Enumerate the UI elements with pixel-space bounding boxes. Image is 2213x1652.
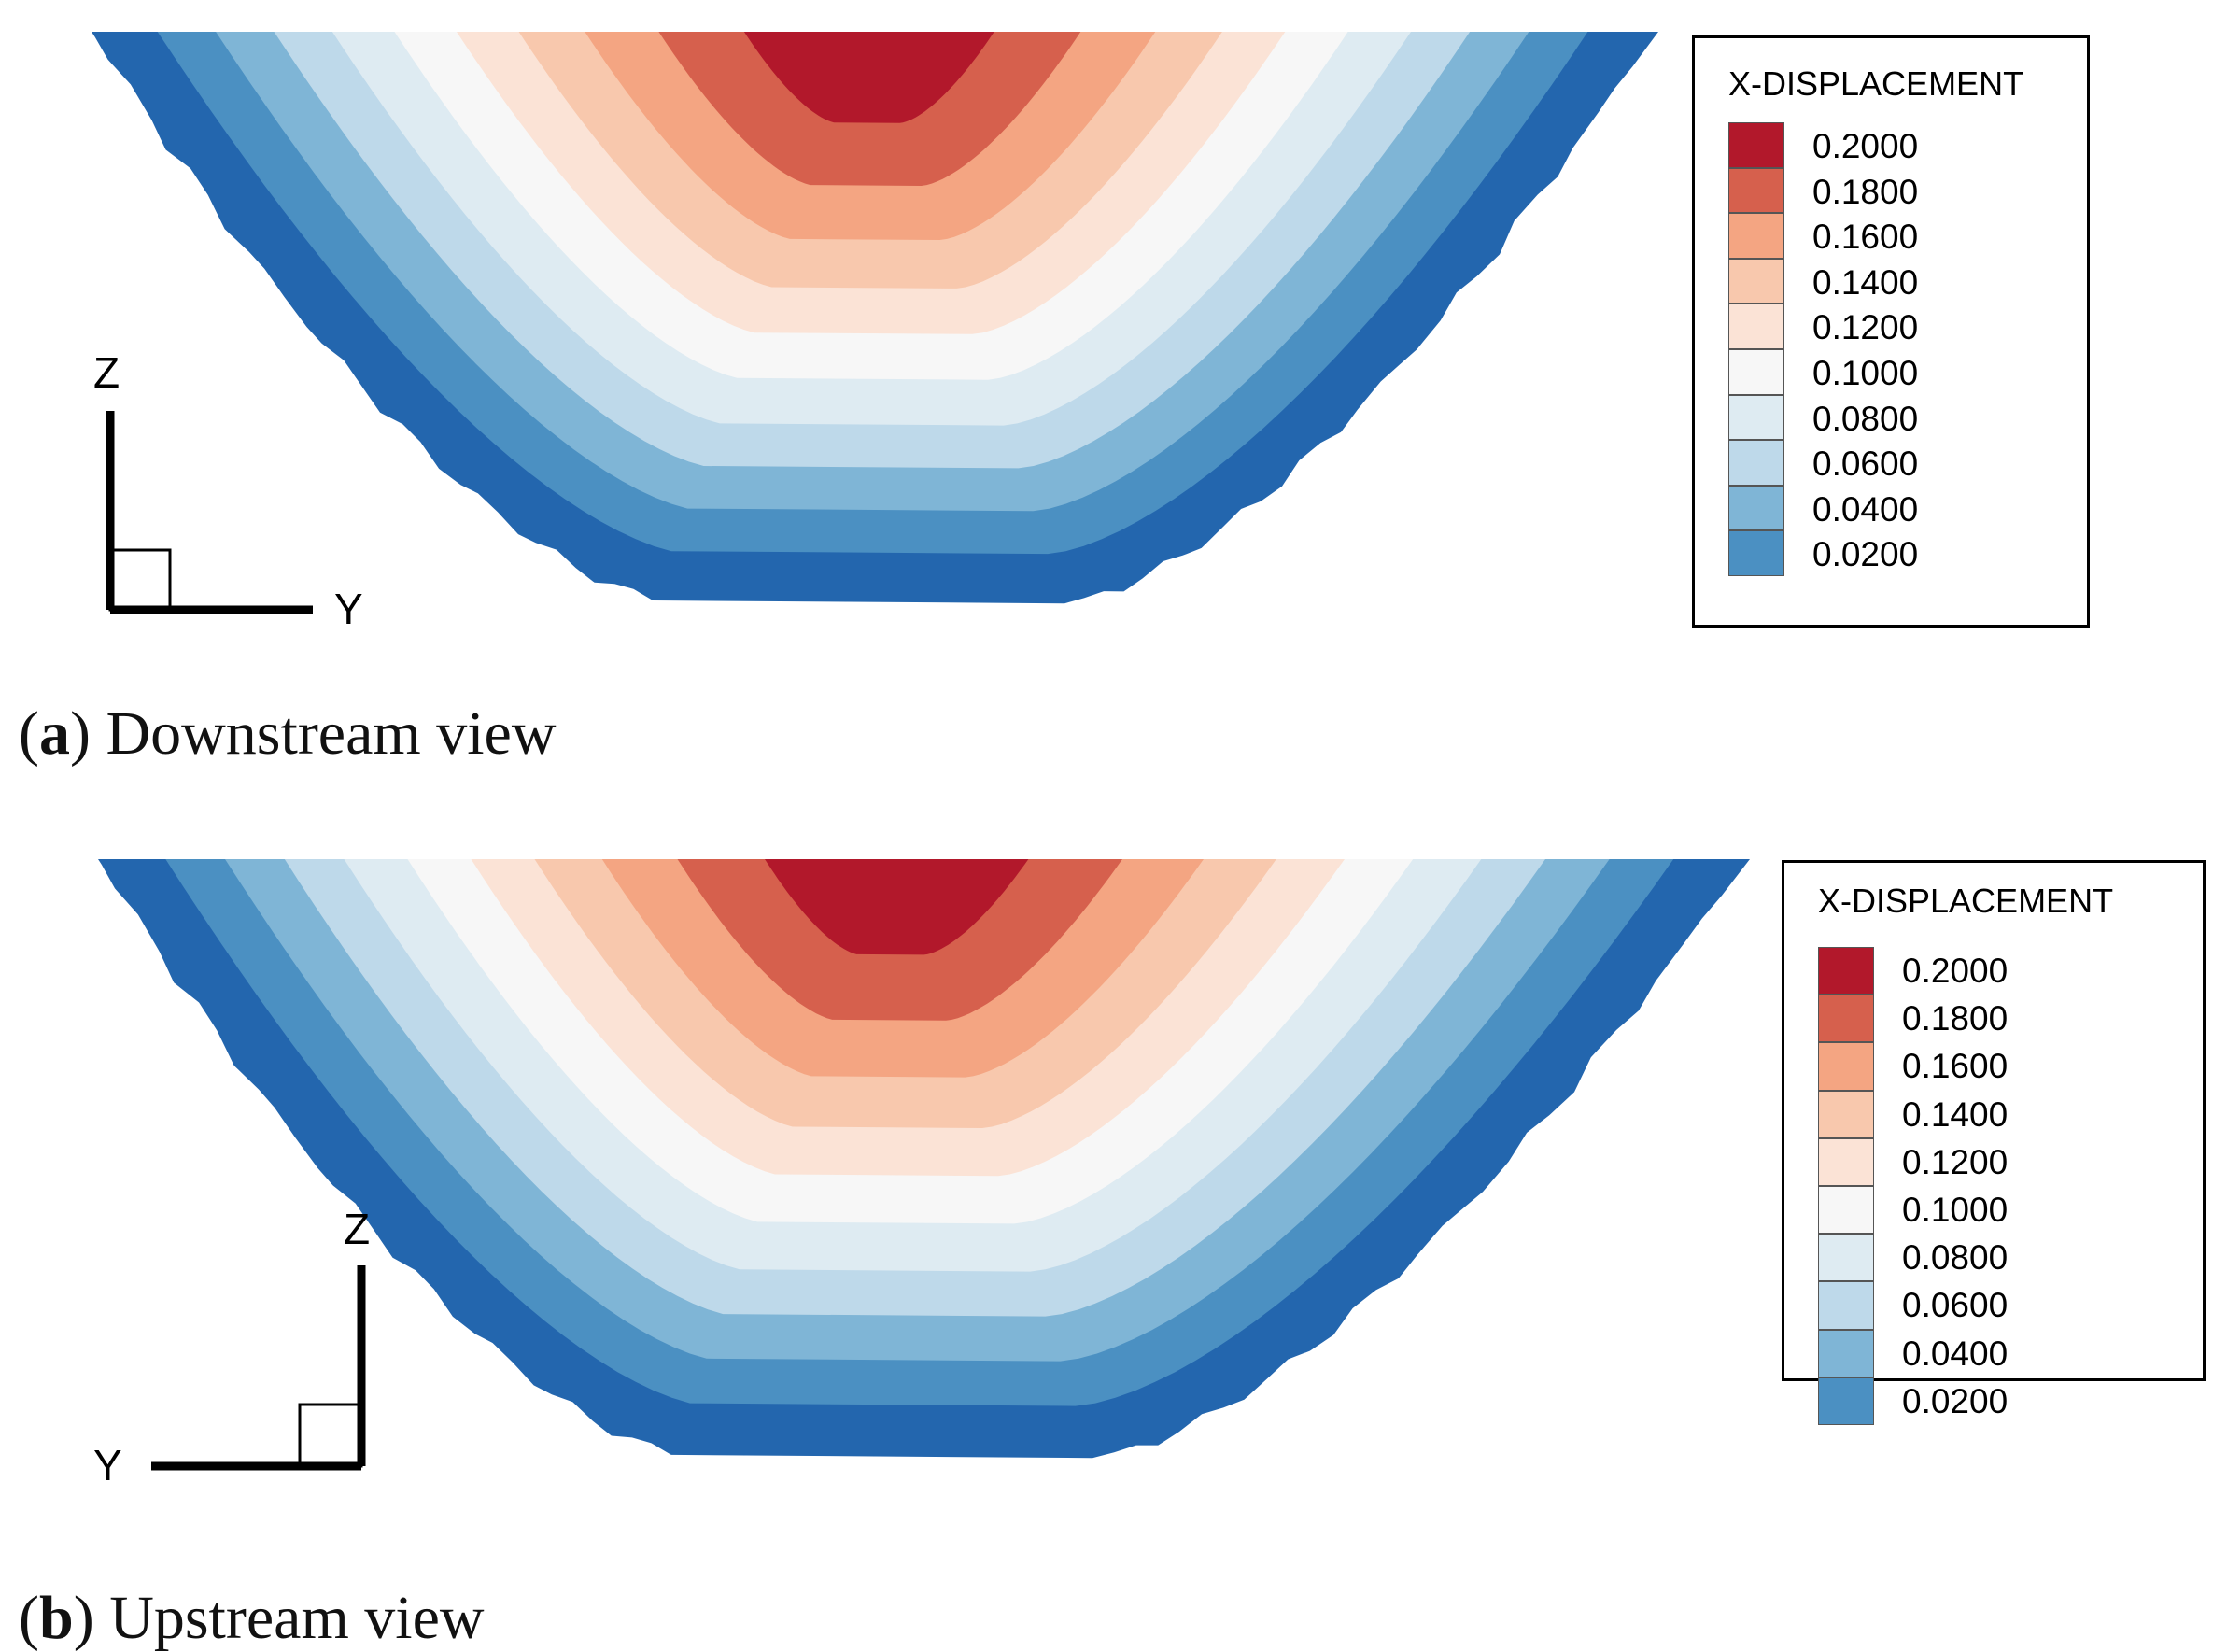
legend-swatch — [1818, 1042, 1874, 1091]
legend-label: 0.0600 — [1902, 1286, 2009, 1325]
right-angle-marker — [108, 548, 172, 612]
panel-label: a — [38, 699, 70, 768]
legend-label: 0.0800 — [1902, 1238, 2009, 1278]
legend-label: 0.1200 — [1812, 308, 1919, 347]
legend-swatch — [1728, 258, 1784, 304]
legend-label: 0.0200 — [1902, 1381, 2009, 1420]
legend-label: 0.0400 — [1812, 489, 1919, 529]
legend-swatch — [1818, 1281, 1874, 1330]
legend-label: 0.0200 — [1812, 535, 1919, 574]
legend-swatch — [1728, 394, 1784, 441]
legend-label: 0.1400 — [1812, 262, 1919, 302]
legend-swatch — [1728, 530, 1784, 576]
legend-swatch — [1728, 440, 1784, 486]
caption-a: (a) Downstream view — [19, 699, 557, 768]
legend-swatch — [1728, 485, 1784, 531]
caption-text: Upstream view — [109, 1584, 485, 1652]
legend-swatch — [1818, 1090, 1874, 1138]
right-angle-marker — [298, 1403, 363, 1468]
legend-swatch — [1728, 213, 1784, 259]
legend-swatch — [1818, 995, 1874, 1043]
caption-text: Downstream view — [106, 699, 557, 768]
legend-swatch — [1818, 1234, 1874, 1282]
legend-label: 0.1800 — [1812, 172, 1919, 211]
z-axis-label: Z — [344, 1205, 370, 1253]
legend-swatch — [1728, 304, 1784, 349]
legend-label: 0.0800 — [1812, 399, 1919, 438]
legend-label: 0.1200 — [1902, 1142, 2009, 1181]
contour-plot-a: ZY — [92, 32, 1658, 633]
legend-label: 0.2000 — [1902, 952, 2009, 990]
legend-title: X-DISPLACEMENT — [1728, 64, 2024, 103]
legend-label: 0.1600 — [1812, 218, 1919, 257]
z-axis-label: Z — [93, 348, 120, 397]
contour-plot-b: ZY — [93, 859, 1750, 1490]
legend-swatch — [1818, 1137, 1874, 1186]
legend-label: 0.2000 — [1812, 127, 1919, 165]
legend-label: 0.1400 — [1902, 1094, 2009, 1134]
contour-band — [765, 859, 1029, 955]
legend-swatch — [1818, 1186, 1874, 1235]
legend-swatch — [1728, 122, 1784, 168]
contour-band — [743, 32, 994, 123]
legend-swatch — [1818, 947, 1874, 995]
legend-b: X-DISPLACEMENT 0.2000 0.1800 0.1600 0.1400 0… — [1782, 860, 2206, 1425]
panel-label: b — [38, 1584, 74, 1652]
caption-b: (b) Upstream view — [19, 1584, 485, 1652]
axis-triad: ZY — [93, 348, 363, 633]
axis-triad: ZY — [93, 1205, 370, 1490]
legend-swatch — [1728, 167, 1784, 214]
legend-label: 0.0400 — [1902, 1334, 2009, 1373]
legend-title: X-DISPLACEMENT — [1818, 882, 2114, 920]
legend-label: 0.0600 — [1812, 445, 1919, 484]
legend-swatch — [1818, 1329, 1874, 1377]
legend-a: X-DISPLACEMENT 0.2000 0.1800 0.1600 0.1400 0… — [1692, 35, 2090, 628]
legend-label: 0.1800 — [1902, 999, 2009, 1038]
legend-label: 0.1000 — [1812, 354, 1919, 392]
legend-swatch — [1818, 1377, 1874, 1425]
legend-swatch — [1728, 349, 1784, 395]
legend-label: 0.1000 — [1902, 1191, 2009, 1229]
y-axis-label: Y — [93, 1441, 122, 1490]
legend-label: 0.1600 — [1902, 1047, 2009, 1086]
y-axis-label: Y — [334, 585, 363, 633]
